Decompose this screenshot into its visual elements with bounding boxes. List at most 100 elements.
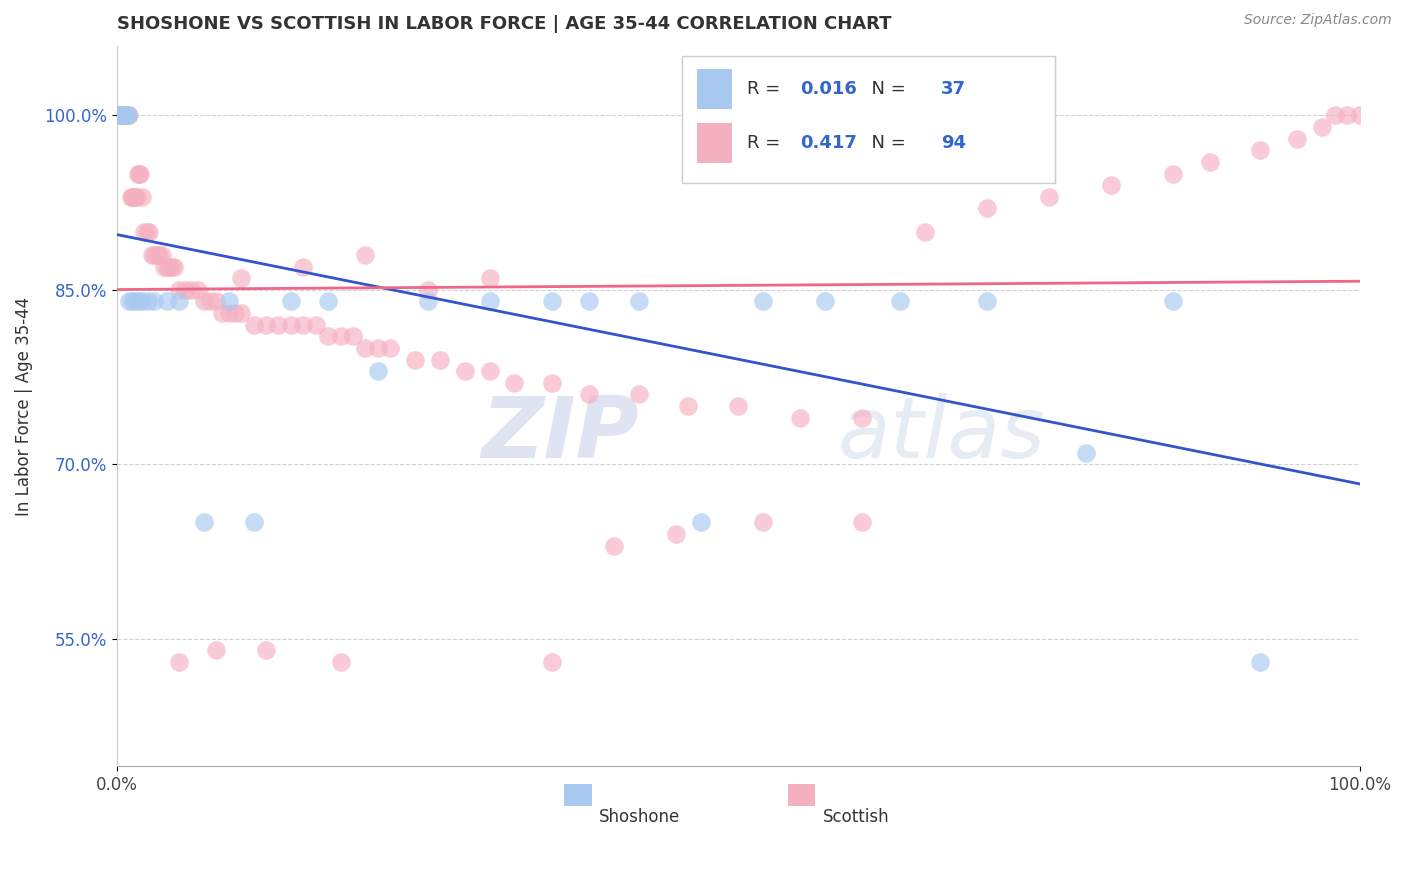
Point bbox=[416, 294, 439, 309]
Point bbox=[1310, 120, 1333, 134]
Point bbox=[211, 306, 233, 320]
Point bbox=[1286, 131, 1309, 145]
Point bbox=[141, 248, 163, 262]
Point bbox=[1038, 190, 1060, 204]
Point bbox=[889, 294, 911, 309]
Y-axis label: In Labor Force | Age 35-44: In Labor Force | Age 35-44 bbox=[15, 296, 32, 516]
Point bbox=[229, 306, 252, 320]
Point bbox=[1249, 655, 1271, 669]
Point bbox=[224, 306, 246, 320]
Point bbox=[150, 248, 173, 262]
Point bbox=[198, 294, 221, 309]
Point bbox=[1336, 108, 1358, 122]
Point bbox=[814, 294, 837, 309]
Text: 0.016: 0.016 bbox=[800, 80, 858, 98]
Point bbox=[143, 294, 166, 309]
Point bbox=[540, 655, 562, 669]
Bar bbox=[697, 123, 733, 162]
Text: Shoshone: Shoshone bbox=[599, 808, 681, 826]
Point bbox=[851, 516, 873, 530]
Point bbox=[429, 352, 451, 367]
Point bbox=[603, 539, 626, 553]
Point bbox=[167, 655, 190, 669]
Point bbox=[117, 108, 139, 122]
Point bbox=[131, 294, 153, 309]
Point bbox=[115, 108, 138, 122]
Point bbox=[122, 190, 145, 204]
Point bbox=[1249, 143, 1271, 157]
Point bbox=[218, 306, 240, 320]
Point bbox=[128, 294, 150, 309]
Point bbox=[789, 410, 811, 425]
Point bbox=[174, 283, 197, 297]
Bar bbox=[564, 784, 592, 806]
Text: 94: 94 bbox=[941, 134, 966, 152]
Point bbox=[163, 260, 186, 274]
Point bbox=[367, 364, 389, 378]
Point bbox=[143, 248, 166, 262]
Point bbox=[914, 225, 936, 239]
Point bbox=[478, 364, 501, 378]
Point bbox=[665, 527, 688, 541]
Text: SHOSHONE VS SCOTTISH IN LABOR FORCE | AGE 35-44 CORRELATION CHART: SHOSHONE VS SCOTTISH IN LABOR FORCE | AG… bbox=[117, 15, 891, 33]
Point bbox=[121, 190, 143, 204]
Point bbox=[229, 271, 252, 285]
Point bbox=[689, 516, 711, 530]
Text: 37: 37 bbox=[941, 80, 966, 98]
Point bbox=[292, 260, 315, 274]
Point bbox=[976, 202, 998, 216]
Point bbox=[134, 225, 156, 239]
Point bbox=[112, 108, 135, 122]
Text: 0.417: 0.417 bbox=[800, 134, 858, 152]
Point bbox=[367, 341, 389, 355]
Bar bbox=[682, 56, 1054, 183]
Bar bbox=[787, 784, 815, 806]
Point bbox=[627, 387, 650, 401]
Point bbox=[205, 643, 228, 657]
Point bbox=[128, 167, 150, 181]
Point bbox=[292, 318, 315, 332]
Point bbox=[454, 364, 477, 378]
Point bbox=[111, 108, 134, 122]
Point bbox=[110, 108, 132, 122]
Point bbox=[135, 225, 157, 239]
Point bbox=[167, 294, 190, 309]
Point bbox=[218, 294, 240, 309]
Point bbox=[124, 294, 146, 309]
Point bbox=[148, 248, 170, 262]
Point bbox=[316, 329, 339, 343]
Point bbox=[112, 108, 135, 122]
Point bbox=[1348, 108, 1371, 122]
Text: Scottish: Scottish bbox=[823, 808, 889, 826]
Point bbox=[354, 248, 377, 262]
Text: N =: N = bbox=[860, 134, 911, 152]
Text: N =: N = bbox=[860, 80, 911, 98]
Point bbox=[112, 108, 135, 122]
Point bbox=[280, 318, 302, 332]
Point bbox=[1074, 445, 1097, 459]
Point bbox=[627, 294, 650, 309]
Point bbox=[1161, 167, 1184, 181]
Point bbox=[138, 225, 160, 239]
Text: atlas: atlas bbox=[838, 393, 1046, 476]
Point bbox=[117, 108, 139, 122]
Point bbox=[145, 248, 167, 262]
Point bbox=[354, 341, 377, 355]
Text: Source: ZipAtlas.com: Source: ZipAtlas.com bbox=[1244, 13, 1392, 28]
Point bbox=[316, 294, 339, 309]
Point bbox=[118, 108, 141, 122]
Point bbox=[1161, 294, 1184, 309]
Text: R =: R = bbox=[747, 134, 786, 152]
Point bbox=[578, 387, 600, 401]
Point bbox=[851, 410, 873, 425]
Point bbox=[193, 294, 215, 309]
Point bbox=[267, 318, 290, 332]
Point bbox=[167, 283, 190, 297]
Point bbox=[540, 376, 562, 390]
Point bbox=[280, 294, 302, 309]
Point bbox=[111, 108, 134, 122]
Point bbox=[120, 190, 142, 204]
Point bbox=[193, 516, 215, 530]
Point bbox=[131, 190, 153, 204]
Point bbox=[155, 294, 177, 309]
